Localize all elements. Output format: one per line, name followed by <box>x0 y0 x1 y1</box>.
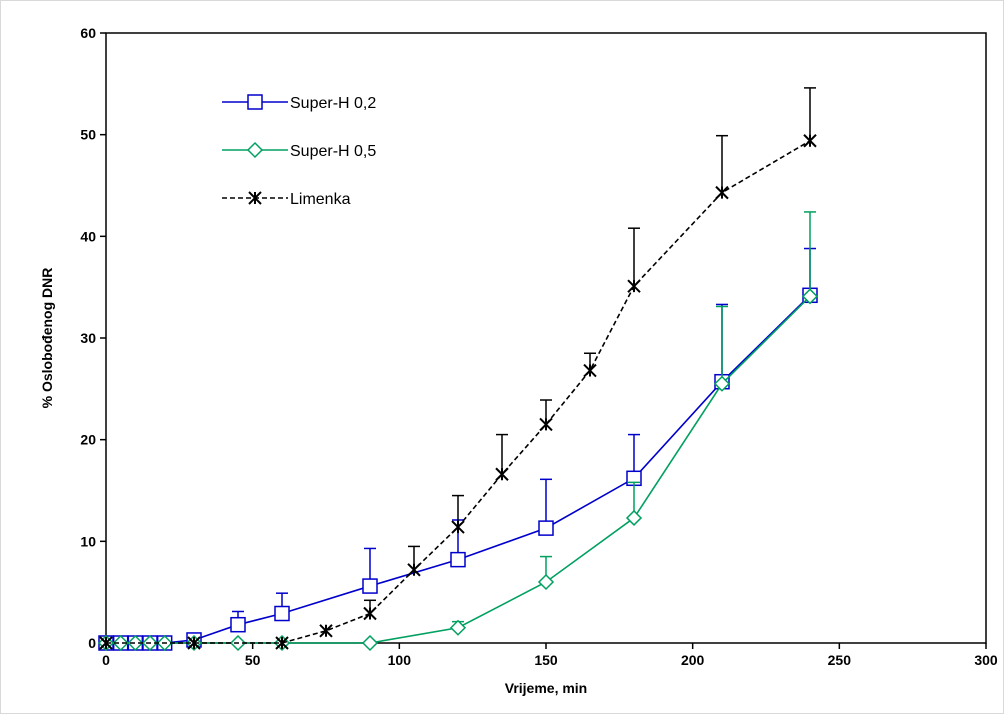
data-point <box>495 467 509 481</box>
x-tick-label: 200 <box>681 652 705 668</box>
y-tick-label: 0 <box>88 635 96 651</box>
data-point <box>274 605 290 622</box>
data-point <box>363 606 377 621</box>
data-point <box>451 520 465 534</box>
ticks-layer: 0 50 100 150 200 250 300 0 10 20 30 40 50 60 <box>80 25 997 668</box>
legend-marker <box>248 191 262 205</box>
y-tick-label: 50 <box>80 127 96 143</box>
data-point <box>713 375 731 392</box>
y-tick-label: 40 <box>80 228 96 244</box>
y-tick-label: 60 <box>80 25 96 41</box>
legend-entry: Super-H 0,2 <box>222 94 376 112</box>
data-point <box>407 563 421 577</box>
data-point <box>187 636 201 650</box>
data-point <box>625 509 643 527</box>
y-axis-title: % Oslobođenog DNR <box>39 268 55 409</box>
data-point <box>537 573 555 591</box>
legend-marker <box>247 94 263 110</box>
data-point <box>99 636 113 650</box>
series-2 <box>99 87 817 650</box>
x-tick-label: 250 <box>828 652 852 668</box>
data-point <box>539 417 553 432</box>
x-tick-label: 0 <box>102 652 110 668</box>
y-tick-label: 10 <box>80 533 96 549</box>
data-point <box>803 134 817 148</box>
legend-entry: Limenka <box>222 191 351 208</box>
legend: Super-H 0,2 Super-H 0,5 Limenka <box>222 94 376 208</box>
x-tick-label: 300 <box>974 652 998 668</box>
data-point <box>319 624 333 638</box>
legend-label: Super-H 0,2 <box>290 95 376 112</box>
x-axis-title: Vrijeme, min <box>505 680 587 696</box>
x-tick-label: 150 <box>534 652 558 668</box>
y-tick-label: 30 <box>80 330 96 346</box>
data-point <box>275 636 289 650</box>
data-point <box>362 578 378 594</box>
data-point <box>715 185 729 200</box>
x-tick-label: 100 <box>388 652 412 668</box>
data-point <box>127 634 144 652</box>
data-point <box>112 634 129 652</box>
data-point <box>449 619 467 636</box>
y-tick-label: 20 <box>80 432 96 448</box>
x-tick-label: 50 <box>245 652 261 668</box>
series-layer <box>97 87 819 652</box>
data-point <box>583 363 597 378</box>
legend-label: Limenka <box>290 191 351 208</box>
data-point <box>230 616 246 633</box>
legend-label: Super-H 0,5 <box>290 143 376 160</box>
data-point <box>361 634 379 652</box>
legend-marker <box>246 141 264 159</box>
data-point <box>538 520 554 536</box>
legend-entry: Super-H 0,5 <box>222 141 376 160</box>
data-point <box>450 551 466 568</box>
data-point <box>801 288 819 305</box>
data-point <box>627 279 641 293</box>
